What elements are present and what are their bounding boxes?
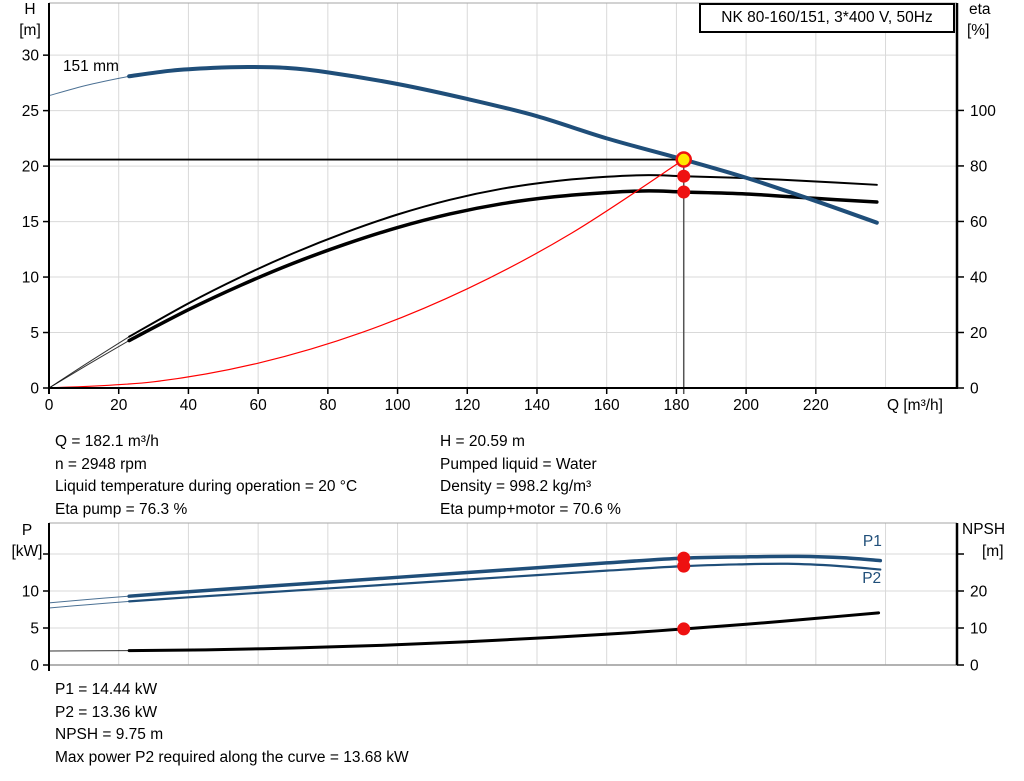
x-tick-label: 160 xyxy=(594,397,620,414)
npsh-curve xyxy=(127,611,881,653)
h-axis-unit: [m] xyxy=(19,22,41,39)
x-tick-label: 80 xyxy=(319,397,337,414)
chart-head-efficiency: 151 mm0 20 40 60 80 100 120 140 160 180 200 2200510… xyxy=(22,2,996,414)
eta-axis-label: eta xyxy=(969,1,991,18)
h-axis-label: H xyxy=(24,1,36,18)
operating-data-left: Q = 182.1 m³/h n = 2948 rpm Liquid tempe… xyxy=(55,431,357,522)
x-tick-label: 180 xyxy=(663,397,689,414)
p-axis-label: P xyxy=(21,522,33,539)
info-line-liquid: Pumped liquid = Water xyxy=(440,455,597,473)
y-left-tick-label: 15 xyxy=(22,214,39,231)
q-axis-label: Q [m³/h] xyxy=(887,397,943,414)
x-tick-label: 220 xyxy=(803,397,829,414)
p1-curve xyxy=(127,554,883,598)
p2-curve-label: P2 xyxy=(862,570,881,587)
system-curve xyxy=(48,159,685,389)
p2-curve-thin xyxy=(48,600,130,609)
y-right-tick-label: 60 xyxy=(970,214,988,231)
info-line-head: H = 20.59 m xyxy=(440,433,525,450)
head-curve-151mm xyxy=(127,65,879,225)
x-tick-label: 200 xyxy=(733,397,759,414)
npsh-axis-label: NPSH xyxy=(962,521,1006,538)
p1-curve-thin xyxy=(48,595,130,604)
head-curve-151mm-label: 151 mm xyxy=(63,58,119,75)
x-tick-label: 120 xyxy=(454,397,480,414)
duty-point-dot xyxy=(677,622,691,636)
x-tick-label: 0 xyxy=(45,397,54,414)
y-right-tick-label: 100 xyxy=(970,103,996,120)
y-right-tick-label: 0 xyxy=(970,658,979,675)
x-tick-label: 100 xyxy=(385,397,411,414)
y-left-tick-label: 10 xyxy=(22,584,40,601)
info-line-flow: Q = 182.1 m³/h xyxy=(55,433,159,450)
x-tick-label: 20 xyxy=(110,397,128,414)
y-left-tick-label: 5 xyxy=(30,325,39,342)
operating-data-right: H = 20.59 m Pumped liquid = Water Densit… xyxy=(440,431,621,522)
p2-curve xyxy=(128,562,882,603)
duty-point-ring xyxy=(675,151,692,168)
y-right-tick-label: 20 xyxy=(970,325,988,342)
y-right-tick-label: 10 xyxy=(970,621,988,638)
y-left-tick-label: 30 xyxy=(22,48,40,65)
power-data-block: P1 = 14.44 kW P2 = 13.36 kW NPSH = 9.75 … xyxy=(55,679,409,770)
y-right-tick-label: 0 xyxy=(970,381,979,398)
duty-point-dot xyxy=(677,559,691,573)
y-left-tick-label: 20 xyxy=(22,159,40,176)
chart-power-npsh: P1 P2 0 5 10 0 10 20 xyxy=(22,522,988,675)
x-tick-label: 40 xyxy=(180,397,198,414)
info-line-density: Density = 998.2 kg/m³ xyxy=(440,478,592,496)
x-tick-label: 140 xyxy=(524,397,550,414)
p1-curve-label: P1 xyxy=(863,533,882,550)
eta-axis-unit: [%] xyxy=(967,22,990,39)
x-tick-label: 60 xyxy=(250,397,268,414)
info-line-p2: P2 = 13.36 kW xyxy=(55,703,158,721)
info-line-temperature: Liquid temperature during operation = 20… xyxy=(55,478,358,496)
y-left-tick-label: 0 xyxy=(30,381,39,398)
info-line-speed: n = 2948 rpm xyxy=(55,455,147,473)
duty-point-dot xyxy=(677,185,691,199)
eta-pump-motor-curve-thin xyxy=(48,340,130,389)
y-right-tick-label: 20 xyxy=(970,584,988,601)
eta-pump-curve xyxy=(128,174,878,338)
y-left-tick-label: 0 xyxy=(30,658,39,675)
pump-title-box: NK 80-160/151, 3*400 V, 50Hz xyxy=(699,3,955,33)
npsh-axis-unit: [m] xyxy=(982,543,1004,560)
y-left-tick-label: 25 xyxy=(22,103,39,120)
info-line-maxpower: Max power P2 required along the curve = … xyxy=(55,749,409,767)
y-left-tick-label: 10 xyxy=(22,270,40,287)
p-axis-unit: [kW] xyxy=(11,543,43,560)
info-line-p1: P1 = 14.44 kW xyxy=(55,681,158,698)
y-left-tick-label: 5 xyxy=(30,621,39,638)
duty-point-dot xyxy=(677,169,691,183)
head-curve-151mm-thin xyxy=(48,75,130,97)
y-right-tick-label: 80 xyxy=(970,158,988,175)
info-line-eta-total: Eta pump+motor = 70.6 % xyxy=(440,501,621,519)
info-line-eta-pump: Eta pump = 76.3 % xyxy=(55,501,188,519)
y-right-tick-label: 40 xyxy=(970,269,988,286)
eta-pump-motor-curve xyxy=(127,189,879,343)
info-line-npsh: NPSH = 9.75 m xyxy=(55,726,164,744)
